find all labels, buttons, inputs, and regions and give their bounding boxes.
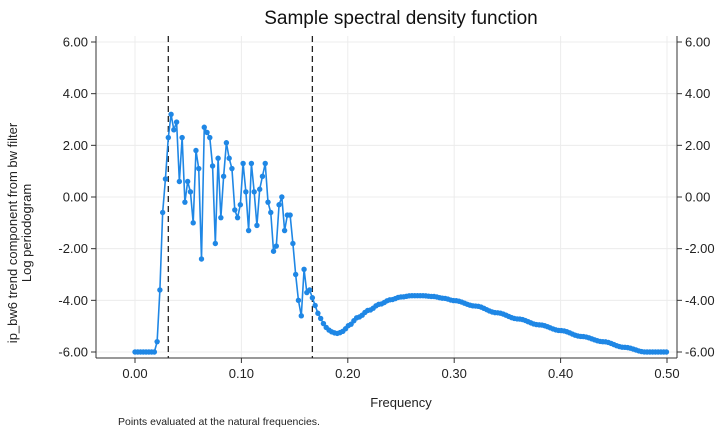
data-point bbox=[176, 178, 183, 185]
x-tick-label: 0.30 bbox=[442, 366, 467, 381]
y-tick-label-left: 2.00 bbox=[63, 138, 88, 153]
data-point bbox=[184, 178, 191, 185]
data-point bbox=[279, 194, 285, 200]
data-point bbox=[287, 212, 293, 218]
data-point bbox=[190, 220, 196, 226]
y-tick-label-right: -6.00 bbox=[685, 345, 715, 360]
data-point bbox=[254, 222, 260, 229]
data-point bbox=[309, 295, 316, 301]
data-point bbox=[317, 315, 324, 322]
data-point bbox=[290, 240, 296, 247]
data-point bbox=[157, 287, 163, 293]
data-point bbox=[209, 163, 216, 169]
data-point bbox=[196, 165, 202, 172]
data-point bbox=[220, 173, 227, 180]
data-point bbox=[201, 124, 207, 130]
data-point bbox=[173, 119, 180, 125]
right-y-axis: -6.00 -4.00 -2.00 0.00 2.00 4.00 6.00 bbox=[677, 35, 715, 360]
data-point bbox=[257, 186, 263, 192]
x-tick-label: 0.00 bbox=[122, 366, 147, 381]
y-tick-label-left: 0.00 bbox=[63, 190, 88, 205]
data-point bbox=[663, 349, 670, 355]
data-point bbox=[154, 338, 160, 345]
data-point bbox=[312, 302, 318, 309]
data-point bbox=[207, 134, 213, 141]
data-point bbox=[237, 202, 244, 208]
data-point bbox=[234, 214, 241, 221]
data-point bbox=[232, 207, 238, 213]
series-log-periodogram bbox=[132, 111, 670, 355]
data-point bbox=[151, 349, 158, 355]
x-tick-label: 0.50 bbox=[654, 366, 679, 381]
y-tick-label-right: -2.00 bbox=[685, 241, 715, 256]
data-point bbox=[281, 227, 288, 234]
data-point bbox=[301, 266, 307, 273]
data-point bbox=[298, 313, 305, 319]
data-point bbox=[168, 111, 174, 118]
data-point bbox=[165, 134, 172, 141]
data-point bbox=[215, 155, 221, 161]
chart-note: Points evaluated at the natural frequenc… bbox=[118, 416, 320, 428]
y-tick-label-left: 6.00 bbox=[63, 35, 88, 50]
y-tick-label-left: -4.00 bbox=[58, 293, 88, 308]
x-axis: 0.00 0.10 0.20 0.30 0.40 0.50 bbox=[122, 358, 680, 381]
data-point bbox=[276, 202, 282, 208]
data-point bbox=[171, 127, 177, 133]
data-point bbox=[159, 209, 166, 216]
left-y-axis: -6.00 -4.00 -2.00 0.00 2.00 4.00 6.00 bbox=[58, 35, 96, 360]
data-point bbox=[223, 140, 230, 146]
data-point bbox=[306, 287, 313, 293]
data-point bbox=[243, 189, 249, 195]
data-point bbox=[162, 176, 169, 182]
y-axis-title-line-2: Log periodogram bbox=[19, 184, 34, 282]
y-axis-title: ip_bw6 trend component from bw filter Lo… bbox=[5, 122, 34, 343]
data-point bbox=[248, 160, 255, 167]
y-tick-label-right: 2.00 bbox=[685, 138, 710, 153]
data-point bbox=[273, 243, 279, 249]
data-point bbox=[193, 147, 199, 154]
data-point bbox=[259, 173, 266, 180]
data-point bbox=[182, 199, 188, 205]
data-point bbox=[198, 256, 205, 262]
x-tick-label: 0.10 bbox=[229, 366, 254, 381]
reference-lines bbox=[167, 36, 314, 358]
data-point bbox=[212, 240, 219, 247]
chart-title: Sample spectral density function bbox=[264, 8, 538, 29]
data-point bbox=[187, 189, 194, 195]
y-tick-label-right: 0.00 bbox=[685, 190, 710, 205]
y-tick-label-right: 4.00 bbox=[685, 86, 710, 101]
y-tick-label-left: 4.00 bbox=[63, 86, 88, 101]
data-point bbox=[229, 165, 235, 172]
x-tick-label: 0.20 bbox=[335, 366, 360, 381]
data-point bbox=[270, 248, 277, 254]
data-point bbox=[179, 134, 185, 141]
data-point bbox=[262, 160, 268, 167]
data-point bbox=[226, 155, 232, 161]
data-point bbox=[320, 320, 327, 327]
data-point bbox=[265, 199, 271, 205]
data-point bbox=[245, 227, 252, 234]
data-point bbox=[292, 271, 299, 278]
gridlines bbox=[96, 36, 677, 358]
data-point bbox=[315, 310, 321, 316]
x-axis-title: Frequency bbox=[370, 395, 432, 410]
y-tick-label-left: -6.00 bbox=[58, 345, 88, 360]
y-tick-label-right: -4.00 bbox=[685, 293, 715, 308]
y-tick-label-right: 6.00 bbox=[685, 35, 710, 50]
data-point bbox=[268, 209, 274, 216]
x-tick-label: 0.40 bbox=[548, 366, 573, 381]
data-point bbox=[204, 129, 210, 136]
data-point bbox=[240, 160, 246, 167]
y-tick-label-left: -2.00 bbox=[58, 241, 88, 256]
data-point bbox=[218, 214, 224, 221]
series-line bbox=[135, 113, 667, 353]
data-point bbox=[251, 189, 257, 195]
data-point bbox=[295, 297, 302, 304]
y-axis-title-line-1: ip_bw6 trend component from bw filter bbox=[5, 122, 20, 343]
